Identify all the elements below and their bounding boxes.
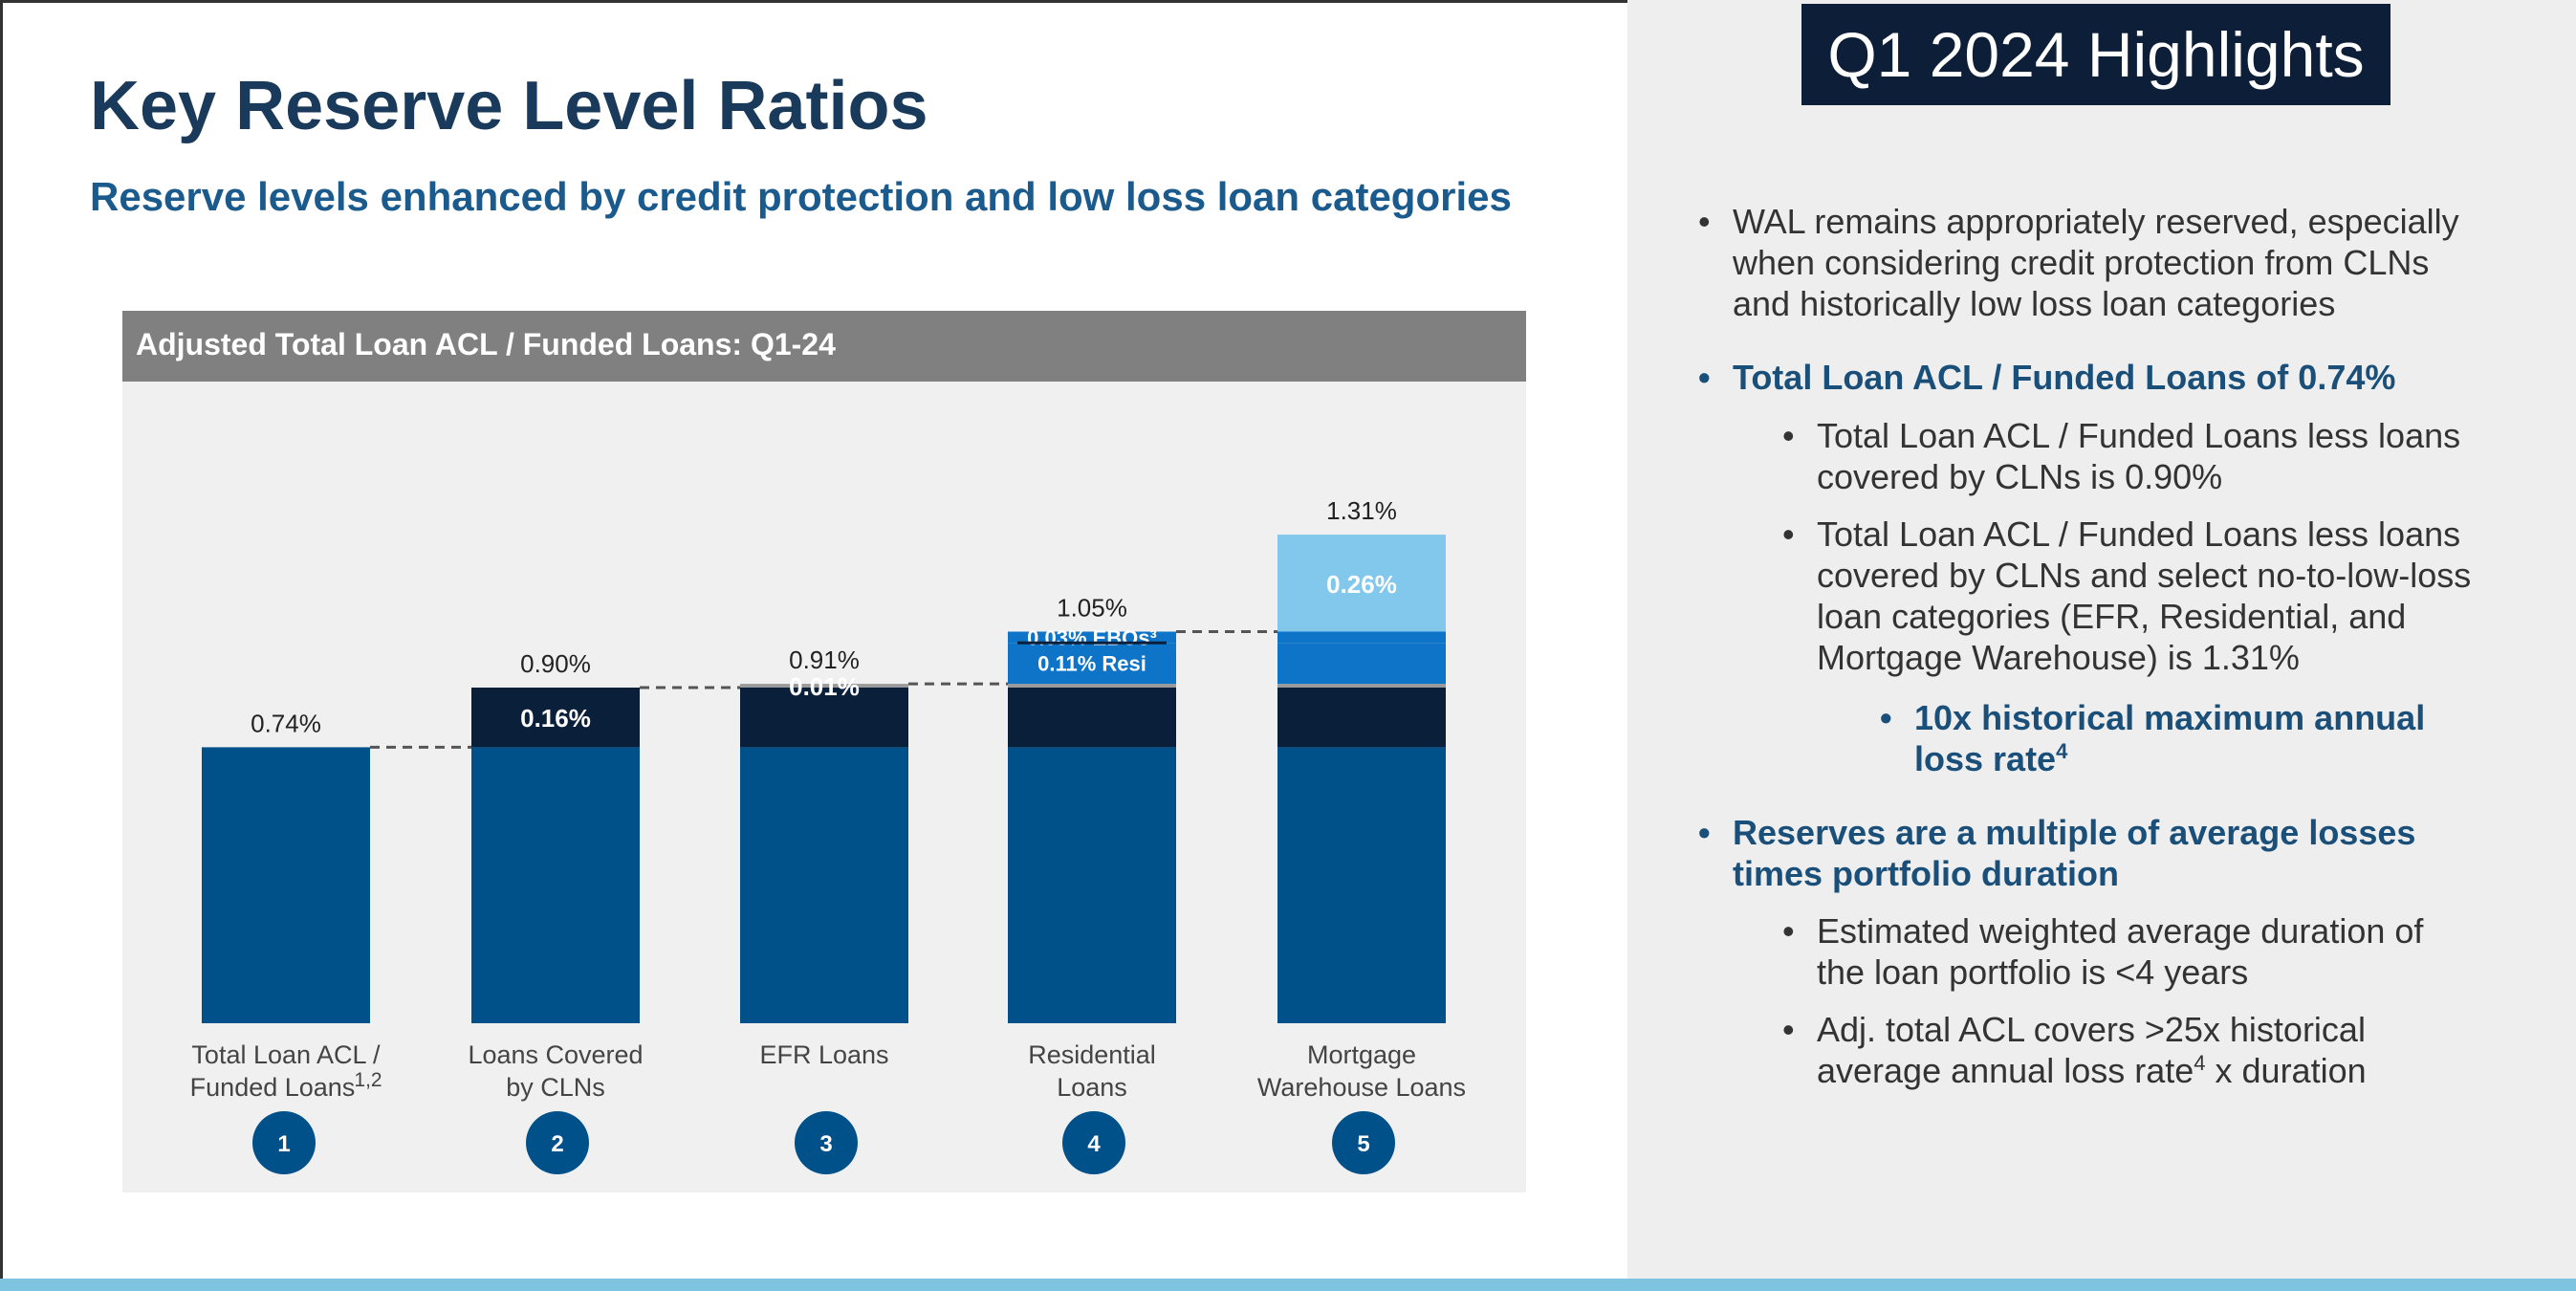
bar-segment-resi-5 xyxy=(1277,643,1446,685)
bar-segment-ebos-5 xyxy=(1277,631,1446,644)
category-label-1: Funded Loans xyxy=(190,1073,356,1102)
bar-segment-base-4 xyxy=(1008,747,1176,1023)
bullet-dot: • xyxy=(1698,358,1711,397)
highlight-subbullet-4: • Adj. total ACL covers >25x historical … xyxy=(1782,1009,2467,1091)
highlight-bullet-2: • Total Loan ACL / Funded Loans of 0.74% xyxy=(1698,357,2459,398)
category-number-1: 1 xyxy=(277,1131,290,1157)
chart-title: Adjusted Total Loan ACL / Funded Loans: … xyxy=(136,327,836,361)
highlight-text: Total Loan ACL / Funded Loans less loans… xyxy=(1817,514,2472,677)
highlights-title: Q1 2024 Highlights xyxy=(1801,4,2390,105)
bar-segment-base-5 xyxy=(1277,747,1446,1023)
bullet-dot: • xyxy=(1782,416,1795,455)
category-label-5: Warehouse Loans xyxy=(1257,1073,1466,1102)
category-number-circle-4 xyxy=(1062,1111,1125,1174)
bullet-dot: • xyxy=(1698,813,1711,852)
bar-segment-clns-3 xyxy=(740,688,908,748)
total-label-3: 0.91% xyxy=(789,646,860,674)
category-label-2: by CLNs xyxy=(506,1073,605,1102)
bar-segment-clns-4 xyxy=(1008,688,1176,748)
highlight-text-tail: x duration xyxy=(2205,1051,2367,1090)
chart-svg: 0.74% 0.16% 0.90% 0.01%0.91% 0.11% Resi 0.03%… xyxy=(190,496,1466,1174)
highlight-text: Estimated weighted average duration of t… xyxy=(1817,911,2424,992)
segment-label-mw: 0.26% xyxy=(1326,570,1397,599)
highlight-text: WAL remains appropriately reserved, espe… xyxy=(1733,202,2459,323)
bar-segment-efr-3 xyxy=(740,684,908,688)
bottom-accent-bar xyxy=(0,1279,2576,1291)
category-number-3: 3 xyxy=(819,1131,832,1157)
segment-label-clns: 0.16% xyxy=(520,704,591,733)
highlight-bullet-1: • WAL remains appropriately reserved, es… xyxy=(1698,201,2459,324)
highlight-subbullet-2: • Total Loan ACL / Funded Loans less loa… xyxy=(1782,514,2477,678)
segment-label-resi: 0.11% Resi xyxy=(1037,652,1146,676)
category-number-2: 2 xyxy=(551,1131,563,1157)
bar-segment-ebos-4 xyxy=(1008,631,1176,644)
category-label-1: Total Loan ACL / xyxy=(191,1040,381,1069)
category-label-4: Loans xyxy=(1057,1073,1127,1102)
highlight-bullet-3: • Reserves are a multiple of average los… xyxy=(1698,812,2459,894)
bar-segment-clns-2 xyxy=(471,688,640,748)
chart-panel: Adjusted Total Loan ACL / Funded Loans: … xyxy=(122,311,1526,1193)
bullet-dot: • xyxy=(1782,911,1795,951)
highlight-subbullet-3: • Estimated weighted average duration of… xyxy=(1782,910,2467,993)
highlights-panel xyxy=(1627,0,2576,1281)
chart-header: Adjusted Total Loan ACL / Funded Loans: … xyxy=(122,311,1526,382)
highlight-text: Adj. total ACL covers >25x historical av… xyxy=(1817,1010,2366,1090)
highlight-text: 10x historical maximum annual loss rate xyxy=(1914,698,2426,778)
bar-segment-base-1 xyxy=(202,747,370,1023)
highlight-text: Total Loan ACL / Funded Loans of 0.74% xyxy=(1733,358,2396,397)
highlight-text: Reserves are a multiple of average losse… xyxy=(1733,813,2416,893)
bullet-dot: • xyxy=(1698,202,1711,241)
highlight-subsubbullet-1: • 10x historical maximum annual loss rat… xyxy=(1880,697,2450,779)
category-number-circle-3 xyxy=(795,1111,858,1174)
total-label-2: 0.90% xyxy=(520,649,591,678)
bar-segment-mw-5 xyxy=(1277,535,1446,632)
total-label-4: 1.05% xyxy=(1057,594,1127,623)
total-label-1: 0.74% xyxy=(251,709,321,737)
category-label-3: EFR Loans xyxy=(759,1040,888,1069)
bullet-dot: • xyxy=(1782,514,1795,554)
category-label-2: Loans Covered xyxy=(468,1040,643,1069)
page-subtitle: Reserve levels enhanced by credit protec… xyxy=(90,174,1512,219)
category-label-5: Mortgage xyxy=(1307,1040,1416,1069)
bar-segment-base-2 xyxy=(471,747,640,1023)
bar-segment-efr-4 xyxy=(1008,684,1176,688)
highlight-subbullet-1: • Total Loan ACL / Funded Loans less loa… xyxy=(1782,415,2467,497)
footnote-ref: 4 xyxy=(2056,739,2068,763)
segment-label-efr: 0.01% xyxy=(789,672,860,701)
category-number-circle-5 xyxy=(1332,1111,1395,1174)
category-footnote-1: 1,2 xyxy=(354,1069,382,1091)
category-number-circle-2 xyxy=(526,1111,589,1174)
bullet-dot: • xyxy=(1880,698,1892,737)
bar-segment-clns-5 xyxy=(1277,688,1446,748)
segment-label-ebos: 0.03% EBOs³ xyxy=(1027,625,1157,649)
highlight-text: Total Loan ACL / Funded Loans less loans… xyxy=(1817,416,2461,496)
bar-segment-resi-4 xyxy=(1008,643,1176,685)
total-label-5: 1.31% xyxy=(1326,496,1397,525)
page-title: Key Reserve Level Ratios xyxy=(90,68,928,144)
category-number-4: 4 xyxy=(1087,1131,1101,1157)
footnote-ref: 4 xyxy=(2194,1051,2206,1075)
bullet-dot: • xyxy=(1782,1010,1795,1049)
bar-segment-efr-5 xyxy=(1277,684,1446,688)
category-label-4: Residential xyxy=(1028,1040,1156,1069)
category-number-5: 5 xyxy=(1357,1131,1369,1157)
category-number-circle-1 xyxy=(252,1111,316,1174)
bar-segment-base-3 xyxy=(740,747,908,1023)
